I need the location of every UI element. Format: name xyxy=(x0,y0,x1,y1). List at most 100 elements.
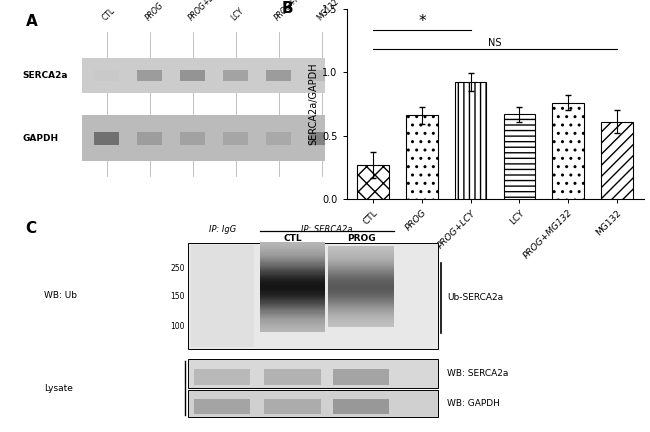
Bar xyxy=(328,276,394,277)
Bar xyxy=(552,103,584,199)
Bar xyxy=(328,291,394,292)
Text: A: A xyxy=(26,14,38,29)
Bar xyxy=(328,261,394,263)
Bar xyxy=(406,115,438,199)
Bar xyxy=(328,314,394,315)
Bar xyxy=(328,310,394,311)
Bar xyxy=(328,272,394,273)
Bar xyxy=(260,264,325,266)
Bar xyxy=(260,301,325,302)
Bar xyxy=(328,325,394,327)
Text: WB: SERCA2a: WB: SERCA2a xyxy=(447,369,508,378)
Bar xyxy=(260,274,325,276)
Text: PROG+MG132: PROG+MG132 xyxy=(272,0,318,22)
Bar xyxy=(265,369,320,385)
Bar xyxy=(328,281,394,282)
Bar xyxy=(266,132,291,145)
Y-axis label: SERCA2a/GAPDH: SERCA2a/GAPDH xyxy=(308,63,318,145)
Bar xyxy=(260,256,325,257)
Bar xyxy=(260,245,325,247)
Bar xyxy=(260,299,325,300)
Text: WB: GAPDH: WB: GAPDH xyxy=(447,399,500,408)
Bar xyxy=(260,300,325,302)
Bar xyxy=(260,330,325,331)
Bar xyxy=(188,243,437,349)
Bar xyxy=(328,287,394,288)
Text: WB: Ub: WB: Ub xyxy=(44,292,77,300)
Bar xyxy=(328,246,394,248)
Bar xyxy=(328,293,394,294)
Bar xyxy=(328,250,394,251)
Bar xyxy=(260,309,325,310)
Bar xyxy=(94,70,120,81)
Bar xyxy=(260,322,325,324)
Bar xyxy=(328,278,394,279)
Bar xyxy=(328,284,394,285)
Text: MG132: MG132 xyxy=(316,0,341,22)
Text: IP: IgG: IP: IgG xyxy=(209,225,236,234)
Bar xyxy=(260,319,325,321)
Bar xyxy=(260,280,325,281)
Bar xyxy=(260,245,325,246)
Bar xyxy=(328,270,394,272)
Bar xyxy=(260,316,325,317)
Bar xyxy=(328,257,394,258)
Text: PROG+LCY: PROG+LCY xyxy=(187,0,223,22)
Bar xyxy=(260,306,325,307)
Bar xyxy=(328,282,394,283)
Bar xyxy=(328,315,394,316)
Bar xyxy=(328,288,394,289)
Text: 250: 250 xyxy=(170,264,185,273)
Bar xyxy=(260,302,325,304)
Bar xyxy=(260,254,325,256)
Text: GAPDH: GAPDH xyxy=(23,134,58,143)
Bar xyxy=(181,70,205,81)
Bar xyxy=(260,251,325,252)
Bar xyxy=(94,132,120,145)
Bar xyxy=(328,263,394,264)
Bar xyxy=(260,288,325,289)
Bar xyxy=(260,328,325,329)
Text: PROG: PROG xyxy=(347,234,376,243)
Text: CTL: CTL xyxy=(283,234,302,243)
Bar xyxy=(328,266,394,267)
Text: 100: 100 xyxy=(170,322,185,331)
Bar xyxy=(260,286,325,287)
Bar xyxy=(328,313,394,314)
Bar xyxy=(328,280,394,281)
Bar xyxy=(309,132,325,145)
Bar xyxy=(260,320,325,321)
Bar xyxy=(260,262,325,264)
Bar xyxy=(260,250,325,251)
Text: CTL: CTL xyxy=(101,6,117,22)
Bar xyxy=(328,247,394,248)
Bar xyxy=(260,268,325,269)
Bar xyxy=(260,287,325,288)
Bar xyxy=(260,248,325,249)
Bar xyxy=(328,300,394,301)
Bar xyxy=(260,260,325,261)
Bar xyxy=(260,281,325,283)
Bar xyxy=(328,251,394,252)
Bar xyxy=(260,247,325,248)
Bar xyxy=(194,369,250,385)
Bar xyxy=(601,122,632,199)
Bar xyxy=(328,248,394,249)
Bar xyxy=(328,305,394,306)
Bar xyxy=(328,249,394,251)
Bar xyxy=(328,267,394,268)
Bar xyxy=(328,308,394,309)
Bar xyxy=(260,252,325,254)
Bar xyxy=(260,305,325,306)
Bar xyxy=(260,259,325,260)
Bar xyxy=(224,70,248,81)
Bar xyxy=(328,316,394,318)
Text: Ub-SERCA2a: Ub-SERCA2a xyxy=(447,293,503,302)
Bar xyxy=(309,70,325,81)
Bar xyxy=(328,321,394,322)
Bar xyxy=(328,306,394,307)
Bar xyxy=(260,273,325,275)
Bar xyxy=(328,286,394,287)
Bar xyxy=(328,309,394,310)
Bar xyxy=(328,298,394,299)
